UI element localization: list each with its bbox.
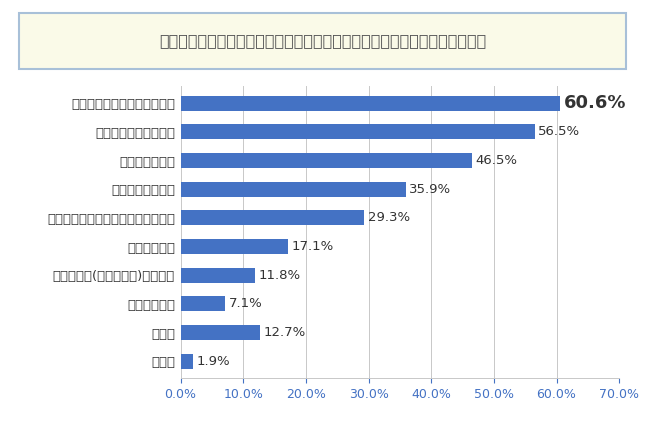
Text: 60.6%: 60.6% [564,94,626,112]
Bar [181,239,288,254]
Bar [181,325,260,340]
Text: 11.8%: 11.8% [258,269,301,282]
Text: 17.1%: 17.1% [292,240,333,253]
Bar [181,96,561,111]
Bar [181,268,255,283]
Bar [181,153,472,168]
Bar [181,124,535,139]
Bar [181,182,406,197]
FancyBboxPatch shape [19,13,626,69]
Text: 56.5%: 56.5% [539,126,580,138]
Text: 29.3%: 29.3% [368,212,410,224]
Bar [181,296,225,311]
Text: 代表制民主主義を機能させるためには何が必要だと思いますか【複数回答】: 代表制民主主義を機能させるためには何が必要だと思いますか【複数回答】 [159,34,486,48]
Bar [181,354,192,369]
Text: 1.9%: 1.9% [196,355,230,368]
Text: 7.1%: 7.1% [229,298,263,310]
Text: 35.9%: 35.9% [410,183,451,196]
Text: 46.5%: 46.5% [476,154,518,167]
Text: 12.7%: 12.7% [264,326,306,339]
Bar [181,210,364,225]
